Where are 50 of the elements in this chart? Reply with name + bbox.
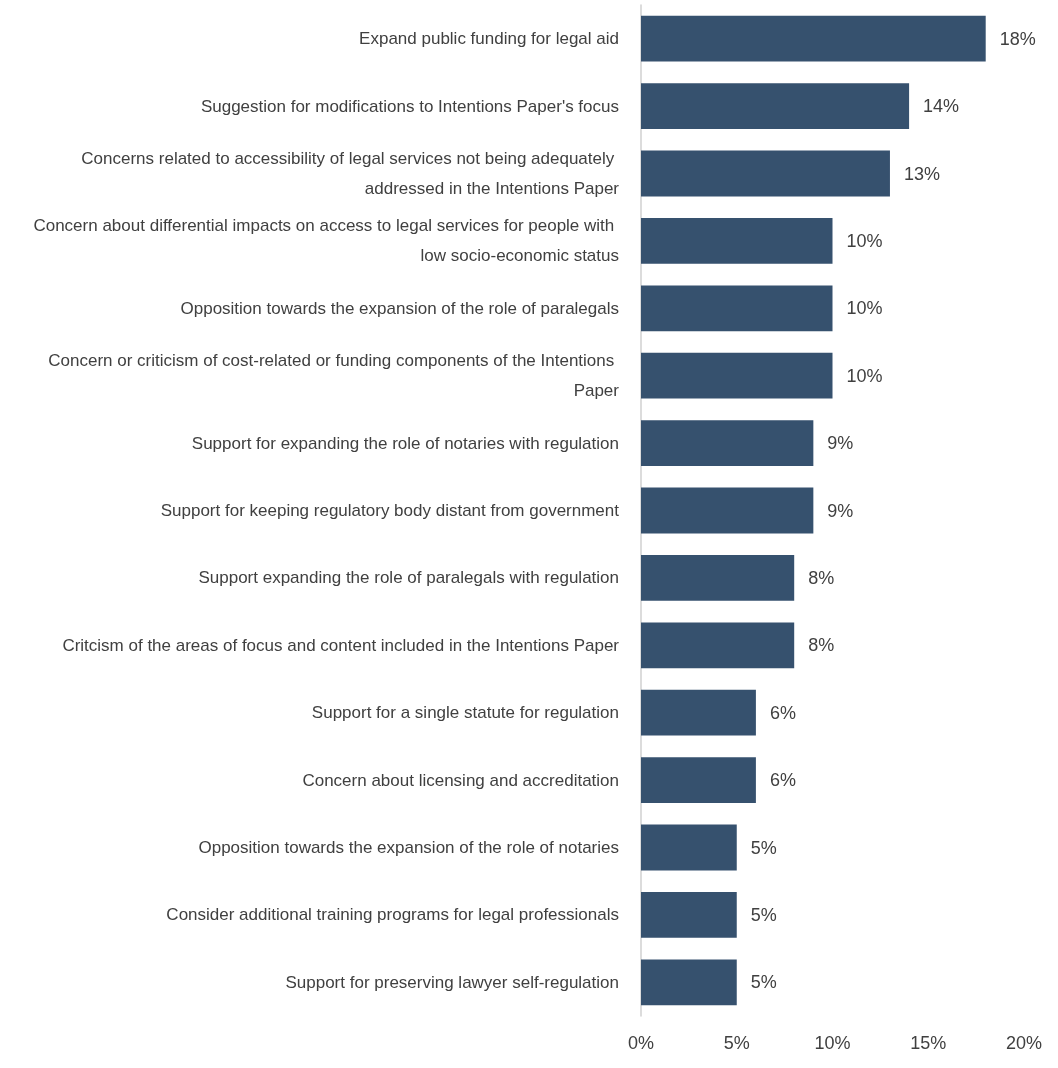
bar [641,285,833,332]
bar [641,487,814,534]
y-tick-label: Critcism of the areas of focus and content included in the Intentions Paper [62,635,620,655]
bar [641,757,756,804]
data-label: 10% [846,365,883,386]
y-tick-label: Expand public funding for legal aid [359,29,619,49]
y-tick-label: Concern or criticism of cost-related or funding components of the Intentions Paper [48,351,620,401]
data-label: 8% [808,635,835,656]
bar [641,689,756,736]
bar [641,622,795,669]
x-tick-label: 5% [723,1033,750,1053]
data-label: 9% [827,500,854,521]
data-label: 10% [846,298,883,319]
data-label: 6% [769,770,796,791]
y-tick-label: Support for a single statute for regulation [311,703,619,723]
bar [641,217,833,264]
x-tick-label: 0% [627,1033,655,1053]
data-label: 5% [750,837,777,858]
y-tick-label: Support for expanding the role of notaries with regulation [191,433,619,453]
data-label: 5% [750,904,777,925]
bar [641,420,814,467]
y-tick-label: Support for keeping regulatory body distant from government [160,501,620,520]
bar [641,150,890,197]
x-tick-label: 10% [814,1033,851,1053]
data-label: 5% [750,972,777,993]
data-label: 10% [846,230,883,251]
y-tick-label: Consider additional training programs for legal professionals [166,905,619,925]
y-tick-label: Support expanding the role of paralegals with regulation [198,568,619,588]
bar [641,352,833,399]
data-label: 8% [808,567,835,588]
y-tick-label: Concern about licensing and accreditation [302,770,619,790]
x-tick-label: 15% [910,1033,947,1053]
bar [641,83,910,130]
y-tick-label: Concerns related to accessibility of legal services not being adequately addressed in the Intentions Paper [81,149,620,198]
bar [641,15,986,62]
data-label: 6% [769,702,796,723]
y-tick-label: Opposition towards the expansion of the role of notaries [198,838,619,857]
data-label: 14% [923,96,960,117]
y-tick-label: Suggestion for modifications to Intentions Paper's focus [200,96,619,116]
data-label: 9% [827,433,854,454]
bar [641,891,737,938]
y-tick-label: Concern about differential impacts on access to legal services for people with low socio-economic status [33,216,619,266]
bar [641,824,737,871]
bar [641,554,795,601]
y-tick-label: Support for preserving lawyer self-regulation [285,972,619,992]
y-tick-label: Opposition towards the expansion of the role of paralegals [180,298,619,318]
data-label: 13% [903,163,940,184]
x-tick-label: 20% [1005,1033,1043,1053]
bar [641,959,737,1006]
data-label: 18% [999,28,1036,49]
